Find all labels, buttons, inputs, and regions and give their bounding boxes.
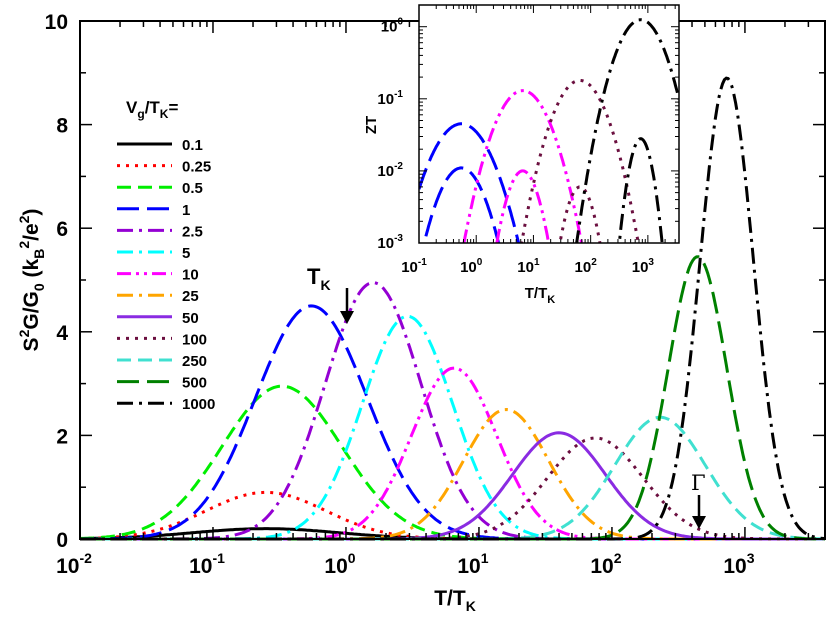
y-tick-label: 8 [56, 115, 68, 138]
inset-plot: 10-1 100 101 102 103 10-3 10-2 10-1 100 T/TK ZT [363, 4, 680, 306]
inset-y-tick-label: 10-1 [377, 89, 403, 108]
y-tick-label: 0 [56, 529, 68, 552]
legend-label-500: 500 [182, 375, 207, 392]
x-tick-label: 10-1 [189, 550, 225, 578]
y-tick-label: 4 [56, 322, 68, 345]
series-line-10 [80, 366, 825, 541]
legend-label-2_5: 2.5 [182, 223, 203, 240]
legend-label-0_25: 0.25 [182, 159, 211, 176]
annotations: TK Γ [307, 264, 706, 529]
legend-label-250: 250 [182, 353, 207, 370]
legend-label-1000: 1000 [182, 396, 215, 413]
legend-items: 0.1 0.25 0.5 1 2.5 5 10 25 50 100 250 500 1000 [117, 137, 215, 413]
series-line-5 [80, 314, 825, 541]
y-tick-label: 6 [56, 218, 68, 241]
main-y-tick-labels: 0 2 4 6 8 10 [45, 11, 69, 552]
legend-label-1: 1 [182, 202, 190, 219]
inset-curves [419, 18, 679, 243]
x-tick-label: 103 [723, 550, 754, 578]
main-x-axis-label: T/TK [434, 587, 476, 614]
legend-label-5: 5 [182, 245, 190, 262]
inset-x-tick-label: 100 [460, 257, 483, 276]
inset-series-line [520, 78, 640, 243]
legend-label-25: 25 [182, 288, 199, 305]
gamma-arrow-head [692, 516, 706, 529]
inset-x-tick-label: 101 [517, 257, 540, 276]
gamma-annotation-label: Γ [691, 471, 706, 495]
inset-x-tick-label: 102 [575, 257, 598, 276]
x-tick-label: 102 [590, 550, 621, 578]
inset-y-tick-label: 10-2 [377, 161, 403, 180]
main-y-axis-label: S2G/G0 (kB2/e2) [16, 209, 47, 352]
legend-label-0_5: 0.5 [182, 180, 203, 197]
tk-annotation-label: TK [307, 264, 331, 293]
main-x-tick-labels: 10-2 10-1 100 101 102 103 [56, 550, 755, 578]
inset-x-tick-label: 103 [632, 257, 655, 276]
inset-series-line [462, 89, 584, 243]
series-line-250 [80, 415, 825, 541]
inset-y-tick-labels: 10-3 10-2 10-1 100 [377, 17, 403, 252]
inset-y-tick-label: 10-3 [377, 233, 403, 252]
x-tick-label: 10-2 [56, 550, 92, 578]
tk-arrow-head [340, 311, 354, 324]
legend-label-100: 100 [182, 331, 207, 348]
legend-label-10: 10 [182, 267, 199, 284]
inset-plot-frame [418, 4, 680, 244]
inset-x-axis-label: T/TK [525, 285, 556, 306]
series-line-0_5 [79, 384, 825, 541]
inset-series-line [422, 166, 501, 243]
inset-series-line [617, 137, 664, 243]
legend: Vg/TK= 0.1 0.25 0.5 1 2.5 5 10 25 50 100 250 500 100… [117, 98, 215, 413]
y-tick-label: 2 [56, 425, 68, 448]
inset-x-tick-label: 10-1 [401, 257, 427, 276]
legend-label-50: 50 [182, 310, 199, 327]
x-tick-label: 100 [324, 550, 355, 578]
x-tick-label: 101 [457, 550, 488, 578]
inset-x-tick-labels: 10-1 100 101 102 103 [401, 257, 654, 276]
inset-y-tick-label: 100 [381, 17, 404, 36]
legend-label-0_1: 0.1 [182, 137, 203, 154]
inset-ticks [418, 4, 679, 244]
legend-title: Vg/TK= [126, 98, 178, 121]
y-tick-label: 10 [45, 11, 68, 34]
series-line-50 [80, 431, 825, 541]
inset-y-axis-label: ZT [363, 116, 380, 134]
